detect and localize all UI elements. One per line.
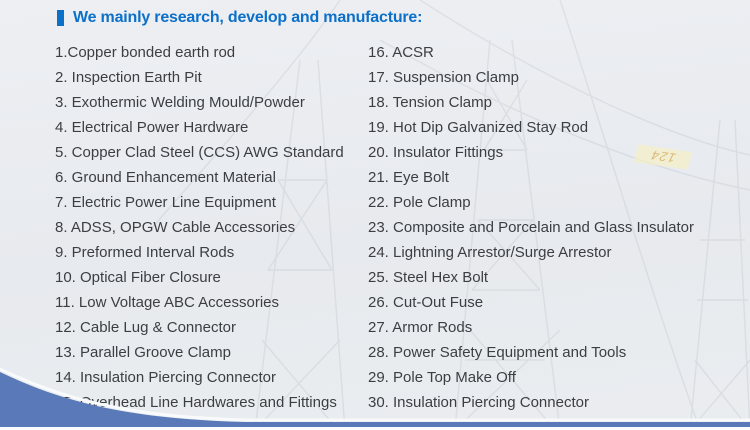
list-item: 3. Exothermic Welding Mould/Powder	[55, 94, 305, 111]
list-item: 15. Overhead Line Hardwares and Fittings	[55, 394, 337, 411]
list-item: 26. Cut-Out Fuse	[368, 294, 484, 311]
list-item: 27. Armor Rods	[368, 319, 473, 336]
list-item: 11. Low Voltage ABC Accessories	[55, 294, 280, 311]
list-item: 13. Parallel Groove Clamp	[55, 344, 231, 361]
list-item: 28. Power Safety Equipment and Tools	[368, 344, 627, 361]
page-title: We mainly research, develop and manufact…	[73, 9, 423, 26]
list-item: 23. Composite and Porcelain and Glass In…	[368, 219, 695, 236]
list-item: 24. Lightning Arrestor/Surge Arrestor	[368, 244, 612, 261]
product-list-right: 16. ACSR 17. Suspension Clamp 18. Tensio…	[368, 40, 694, 415]
list-item: 5. Copper Clad Steel (CCS) AWG Standard	[55, 144, 344, 161]
list-item: 1.Copper bonded earth rod	[55, 44, 236, 61]
list-item: 12. Cable Lug & Connector	[55, 319, 236, 336]
list-item: 22. Pole Clamp	[368, 194, 471, 211]
list-item: 8. ADSS, OPGW Cable Accessories	[55, 219, 296, 236]
list-item: 29. Pole Top Make Off	[368, 369, 516, 386]
product-list-left: 1.Copper bonded earth rod 2. Inspection …	[55, 40, 344, 415]
list-item: 6. Ground Enhancement Material	[55, 169, 276, 186]
list-item: 14. Insulation Piercing Connector	[55, 369, 276, 386]
list-item: 17. Suspension Clamp	[368, 69, 519, 86]
list-item: 30. Insulation Piercing Connector	[368, 394, 589, 411]
header: We mainly research, develop and manufact…	[57, 9, 422, 27]
list-item: 7. Electric Power Line Equipment	[55, 194, 276, 211]
list-item: 19. Hot Dip Galvanized Stay Rod	[368, 119, 589, 136]
list-item: 20. Insulator Fittings	[368, 144, 504, 161]
list-item: 25. Steel Hex Bolt	[368, 269, 489, 286]
list-item: 18. Tension Clamp	[368, 94, 492, 111]
list-item: 21. Eye Bolt	[368, 169, 449, 186]
list-item: 4. Electrical Power Hardware	[55, 119, 249, 136]
list-item: 16. ACSR	[368, 44, 434, 61]
list-item: 10. Optical Fiber Closure	[55, 269, 221, 286]
list-item: 2. Inspection Earth Pit	[55, 69, 202, 86]
header-accent-bar-icon	[57, 10, 64, 26]
list-item: 9. Preformed Interval Rods	[55, 244, 235, 261]
